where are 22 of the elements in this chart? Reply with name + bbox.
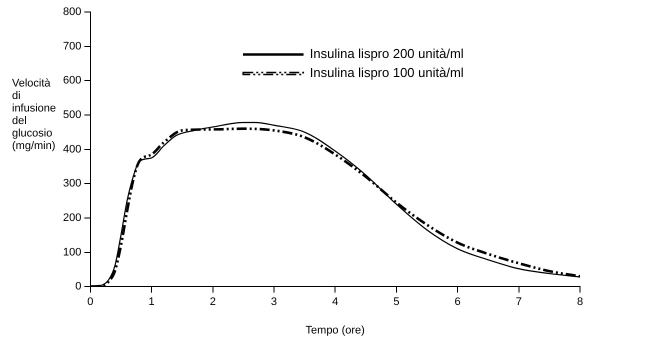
y-tick-label: 700 <box>62 40 82 52</box>
y-tick-label: 0 <box>75 280 82 293</box>
y-tick-label: 600 <box>62 74 82 87</box>
x-tick-label: 1 <box>148 296 155 308</box>
legend-label: Insulina lispro 100 unità/ml <box>310 65 464 80</box>
x-axis-title: Tempo (ore) <box>306 324 365 336</box>
x-tick-label: 6 <box>454 296 461 308</box>
y-axis-title: Velocità di infusione del glucosio (mg/min) <box>12 78 56 152</box>
y-tick-label: 100 <box>62 246 82 258</box>
y-tick-label: 200 <box>62 212 82 224</box>
x-tick-label: 4 <box>332 296 338 308</box>
x-tick-label: 7 <box>516 296 522 308</box>
x-tick-label: 2 <box>210 296 216 308</box>
y-tick-label: 800 <box>62 6 82 18</box>
legend-label: Insulina lispro 200 unità/ml <box>310 46 464 62</box>
x-tick-label: 0 <box>87 296 94 308</box>
x-tick-label: 3 <box>270 296 278 308</box>
y-tick-label: 400 <box>62 143 82 156</box>
x-tick-label: 5 <box>393 296 400 308</box>
x-tick-label: 8 <box>576 296 584 308</box>
y-tick-label: 500 <box>62 109 82 122</box>
y-tick-label: 300 <box>62 178 82 190</box>
